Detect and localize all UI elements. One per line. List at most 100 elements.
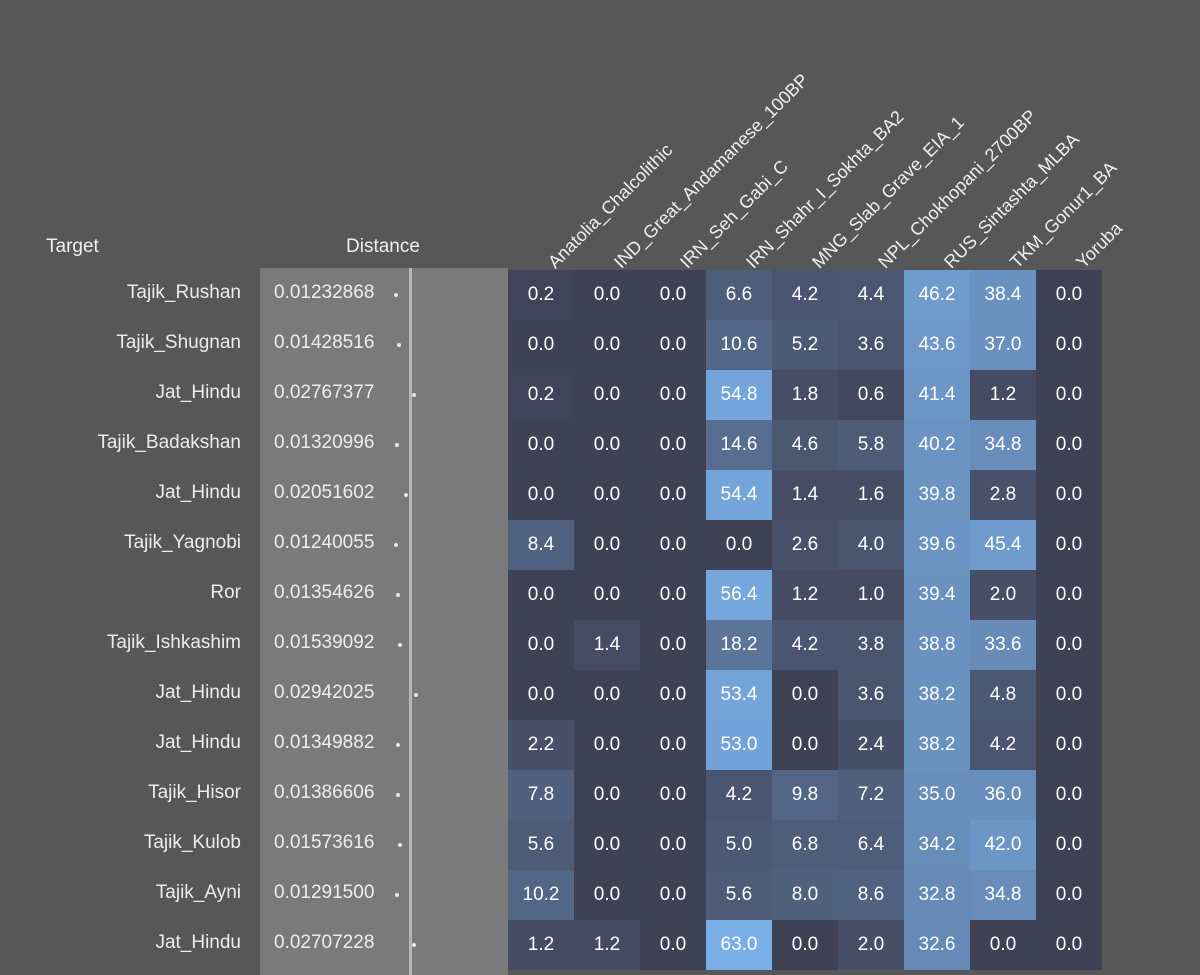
target-label: Jat_Hindu [155,482,241,503]
heatmap-cell: 0.0 [1036,420,1102,470]
heatmap-cell: 38.2 [904,720,970,770]
target-label: Tajik_Yagnobi [124,532,241,553]
heatmap-cell: 7.8 [508,770,574,820]
heatmap-cell: 0.0 [640,870,706,920]
heatmap-cell: 9.8 [772,770,838,820]
heatmap-cell: 0.0 [574,670,640,720]
distance-dot [395,443,400,447]
heatmap-cell: 56.4 [706,570,772,620]
heatmap-cell: 10.2 [508,870,574,920]
heatmap-cell: 4.2 [706,770,772,820]
distance-value: 0.01349882 [274,732,375,753]
heatmap-cell: 35.0 [904,770,970,820]
target-label: Tajik_Shugnan [116,332,241,353]
heatmap-cell: 0.0 [1036,870,1102,920]
table-row: Tajik_Kulob 0.01573616 5.6 0.0 0.0 5.0 6.8 6.4 3… [0,820,1200,870]
heatmap-cell: 0.0 [640,720,706,770]
distance-value: 0.02942025 [274,682,375,703]
distance-value: 0.01573616 [274,832,375,853]
heatmap-cell: 1.2 [970,370,1036,420]
heatmap-cell: 0.0 [640,420,706,470]
heatmap-cell: 5.6 [706,870,772,920]
heatmap-cell: 3.6 [838,670,904,720]
heatmap-cell: 38.8 [904,620,970,670]
distance-dot [394,293,399,297]
heatmap-cell: 53.0 [706,720,772,770]
heatmap-cell: 37.0 [970,320,1036,370]
heatmap-cell: 34.8 [970,870,1036,920]
heatmap-cell: 8.0 [772,870,838,920]
distance-dot [396,793,401,797]
heatmap-cell: 0.0 [574,570,640,620]
table-row: Tajik_Yagnobi 0.01240055 8.4 0.0 0.0 0.0 2.6 4.… [0,520,1200,570]
heatmap-cell: 4.2 [772,270,838,320]
target-label: Jat_Hindu [155,382,241,403]
heatmap-cell: 5.2 [772,320,838,370]
heatmap-cell: 0.0 [640,370,706,420]
table-row: Jat_Hindu 0.01349882 2.2 0.0 0.0 53.0 0.0 2.4 38… [0,720,1200,770]
target-label: Tajik_Ayni [155,882,241,903]
heatmap-cell: 4.8 [970,670,1036,720]
heatmap-cell: 0.0 [1036,320,1102,370]
heatmap-cell: 0.0 [574,270,640,320]
table-row: Tajik_Badakshan 0.01320996 0.0 0.0 0.0 14.6 4.… [0,420,1200,470]
table-row: Jat_Hindu 0.02051602 0.0 0.0 0.0 54.4 1.4 1.6 39… [0,470,1200,520]
heatmap-cell: 0.0 [640,920,706,970]
distance-value: 0.01386606 [274,782,375,803]
heatmap-cell: 0.0 [508,420,574,470]
table-row: Ror 0.01354626 0.0 0.0 0.0 56.4 1.2 1.0 39.4 2.0 0… [0,570,1200,620]
heatmap-cell: 4.0 [838,520,904,570]
distance-value: 0.01428516 [274,332,375,353]
heatmap-cell: 53.4 [706,670,772,720]
distance-value: 0.02767377 [274,382,375,403]
distance-dot [397,643,402,647]
heatmap-cell: 0.0 [772,920,838,970]
heatmap-cell: 0.0 [1036,370,1102,420]
heatmap-cell: 6.8 [772,820,838,870]
heatmap-cell: 3.6 [838,320,904,370]
heatmap-cell: 0.0 [508,670,574,720]
heatmap-cell: 34.8 [970,420,1036,470]
target-header: Target [46,236,99,257]
heatmap-cell: 0.2 [508,370,574,420]
heatmap-cell: 0.0 [1036,570,1102,620]
heatmap-cell: 34.2 [904,820,970,870]
heatmap-cell: 1.2 [574,920,640,970]
heatmap-cell: 33.6 [970,620,1036,670]
heatmap-cell: 0.0 [508,570,574,620]
heatmap-cell: 2.8 [970,470,1036,520]
heatmap-cell: 0.0 [574,320,640,370]
distance-dot [395,593,400,597]
heatmap-cell: 46.2 [904,270,970,320]
target-label: Tajik_Kulob [143,832,241,853]
distance-dot [395,893,400,897]
heatmap-cell: 1.6 [838,470,904,520]
heatmap-cell: 32.6 [904,920,970,970]
heatmap-cell: 0.0 [1036,470,1102,520]
heatmap-cell: 0.0 [574,420,640,470]
heatmap-cell: 0.0 [574,370,640,420]
heatmap-cell: 40.2 [904,420,970,470]
heatmap-cell: 0.0 [640,820,706,870]
heatmap-cell: 2.2 [508,720,574,770]
heatmap-cell: 8.6 [838,870,904,920]
heatmap-cell: 0.0 [574,870,640,920]
heatmap-cell: 0.0 [970,920,1036,970]
heatmap-cell: 2.0 [970,570,1036,620]
distance-panel [260,268,508,975]
heatmap-cell: 41.4 [904,370,970,420]
table-row: Jat_Hindu 0.02942025 0.0 0.0 0.0 53.4 0.0 3.6 38… [0,670,1200,720]
heatmap-cell: 0.0 [574,820,640,870]
distance-dot [395,743,400,747]
heatmap-cell: 2.6 [772,520,838,570]
heatmap-cell: 6.4 [838,820,904,870]
distance-value: 0.01291500 [274,882,375,903]
distance-value: 0.02707228 [274,932,375,953]
heatmap-cell: 0.2 [508,270,574,320]
table-row: Jat_Hindu 0.02707228 1.2 1.2 0.0 63.0 0.0 2.0 32… [0,920,1200,970]
heatmap-cell: 32.8 [904,870,970,920]
heatmap-cell: 0.0 [508,620,574,670]
distance-dot [394,543,399,547]
column-header: Yoruba [1072,218,1127,273]
heatmap-cell: 10.6 [706,320,772,370]
